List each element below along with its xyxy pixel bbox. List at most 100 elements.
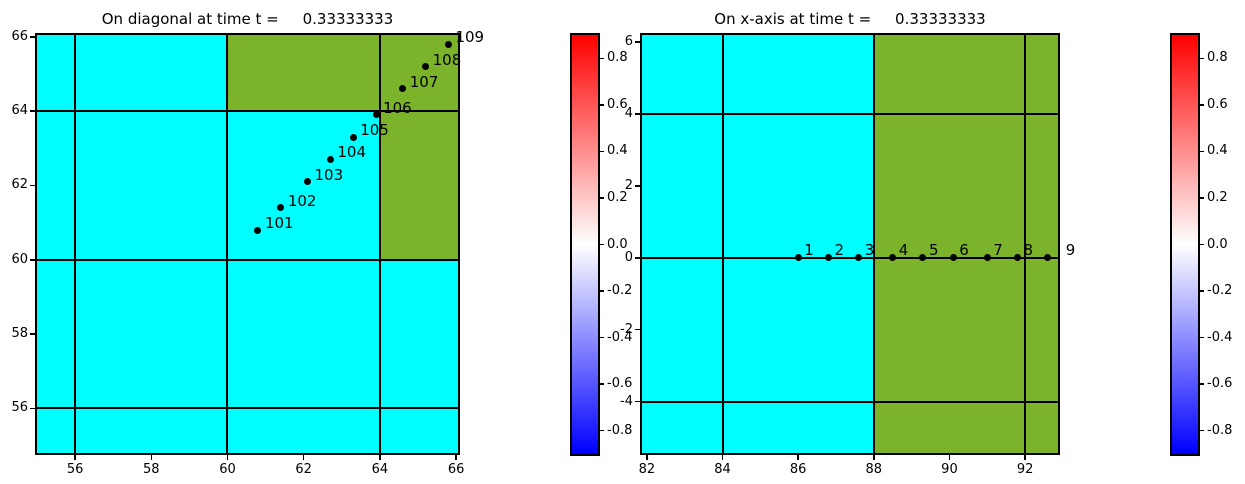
data-point: [949, 254, 957, 262]
colorbar-tick-label: 0.8: [1207, 50, 1228, 66]
x-tick-mark: [379, 455, 381, 460]
grid-line-horizontal: [37, 407, 458, 410]
colorbar-tick-label: 0.6: [607, 96, 628, 112]
grid-line-vertical: [378, 35, 381, 453]
colorbar-tick-label: -0.2: [1207, 283, 1233, 299]
colorbar-tick-label: 0.0: [1207, 236, 1228, 252]
highlight-region: [873, 35, 1058, 453]
colorbar-tick-label: -0.4: [1207, 329, 1233, 345]
point-label: 102: [287, 191, 317, 210]
y-tick-label: 58: [11, 326, 28, 342]
y-tick-mark: [30, 259, 35, 261]
colorbar-tick-label: 0.2: [607, 189, 628, 205]
x-tick-label: 92: [1016, 462, 1034, 477]
x-tick-label: 58: [143, 462, 160, 477]
data-point: [1044, 254, 1052, 262]
x-tick-mark: [646, 455, 648, 460]
grid-line-horizontal: [642, 256, 1058, 259]
y-tick-mark: [635, 257, 640, 259]
grid-line-horizontal: [642, 400, 1058, 403]
point-label: 3: [864, 240, 875, 259]
data-point: [422, 63, 430, 71]
point-label: 7: [993, 240, 1003, 259]
colorbar-tick-mark: [600, 104, 604, 106]
colorbar-tick-mark: [600, 197, 604, 199]
y-tick-mark: [635, 328, 640, 331]
x-tick-mark: [302, 455, 305, 460]
y-tick-mark: [30, 333, 35, 335]
colorbar-tick-mark: [600, 290, 604, 292]
grid-line-horizontal: [37, 110, 458, 113]
y-tick-label: 0: [624, 249, 633, 265]
colorbar-tick-label: -0.8: [607, 422, 633, 438]
point-label: 5: [928, 240, 939, 259]
x-tick-label: 64: [371, 462, 389, 477]
colorbar-tick-mark: [1200, 429, 1204, 432]
data-point: [326, 155, 334, 163]
x-tick-label: 84: [714, 462, 731, 477]
y-tick-label: 2: [624, 177, 633, 193]
y-tick-label: -4: [620, 393, 633, 409]
x-tick-mark: [797, 455, 799, 460]
data-point: [349, 133, 357, 141]
data-point: [304, 178, 311, 186]
point-label: 108: [432, 50, 462, 69]
data-point: [919, 254, 927, 262]
grid-line-vertical: [74, 35, 77, 453]
point-label: 1: [804, 240, 814, 259]
point-label: 4: [898, 240, 909, 259]
colorbar-tick-label: -0.2: [607, 283, 633, 299]
x-tick-mark: [948, 455, 951, 460]
colorbar-tick-label: 0.4: [607, 143, 628, 159]
x-tick-mark: [721, 455, 724, 460]
colorbar-tick-mark: [1200, 243, 1204, 246]
data-point: [983, 254, 991, 262]
point-label: 109: [455, 28, 485, 47]
grid-line-vertical: [721, 35, 724, 453]
data-point: [254, 226, 262, 234]
data-point: [855, 254, 863, 262]
x-tick-label: 62: [295, 462, 312, 477]
colorbar-tick-mark: [1200, 104, 1204, 106]
x-tick-mark: [455, 455, 457, 460]
grid-line-vertical: [226, 35, 229, 453]
colorbar-tick-mark: [600, 243, 604, 246]
right-plot-title: On x-axis at time t = 0.33333333: [714, 10, 986, 28]
data-point: [399, 85, 407, 93]
y-tick-label: 4: [624, 106, 633, 122]
point-label: 101: [264, 214, 294, 233]
colorbar-tick-label: 0.4: [1207, 143, 1228, 159]
y-tick-label: 56: [11, 400, 28, 416]
point-label: 6: [959, 240, 969, 259]
data-point: [372, 111, 380, 119]
colorbar-tick-mark: [600, 429, 604, 432]
colorbar-tick-mark: [600, 383, 604, 385]
x-tick-label: 56: [66, 462, 84, 477]
x-tick-mark: [74, 455, 76, 460]
x-tick-label: 88: [865, 462, 883, 477]
grid-line-vertical: [1024, 35, 1027, 453]
x-tick-mark: [150, 455, 153, 460]
left-plot-axes: 56 58 60 62 64 66 56 58 60 62 64 66 101 102 103 104 105 1…: [11, 28, 484, 477]
data-point: [824, 254, 832, 262]
x-tick-label: 86: [789, 462, 807, 477]
y-tick-mark: [635, 185, 640, 187]
point-label: 104: [337, 143, 366, 162]
x-tick-mark: [226, 455, 229, 460]
highlight-region: [379, 111, 458, 260]
y-tick-mark: [30, 407, 35, 410]
data-point: [794, 254, 802, 262]
y-tick-label: 60: [11, 251, 28, 267]
colorbar-tick-mark: [600, 57, 604, 60]
highlight-region: [227, 35, 458, 112]
colorbar-tick-mark: [1200, 336, 1204, 339]
grid-line-horizontal: [37, 258, 458, 261]
x-tick-mark: [873, 455, 875, 460]
data-point: [277, 204, 285, 212]
data-point: [444, 40, 452, 48]
y-tick-mark: [30, 36, 35, 38]
x-tick-label: 90: [941, 462, 958, 477]
right-plot-axes: 82 84 86 88 90 92 6 4 2 0 -2 -4 1 2 3 4 5 6 7 8 9: [620, 33, 1075, 477]
grid-line-horizontal: [642, 113, 1058, 116]
